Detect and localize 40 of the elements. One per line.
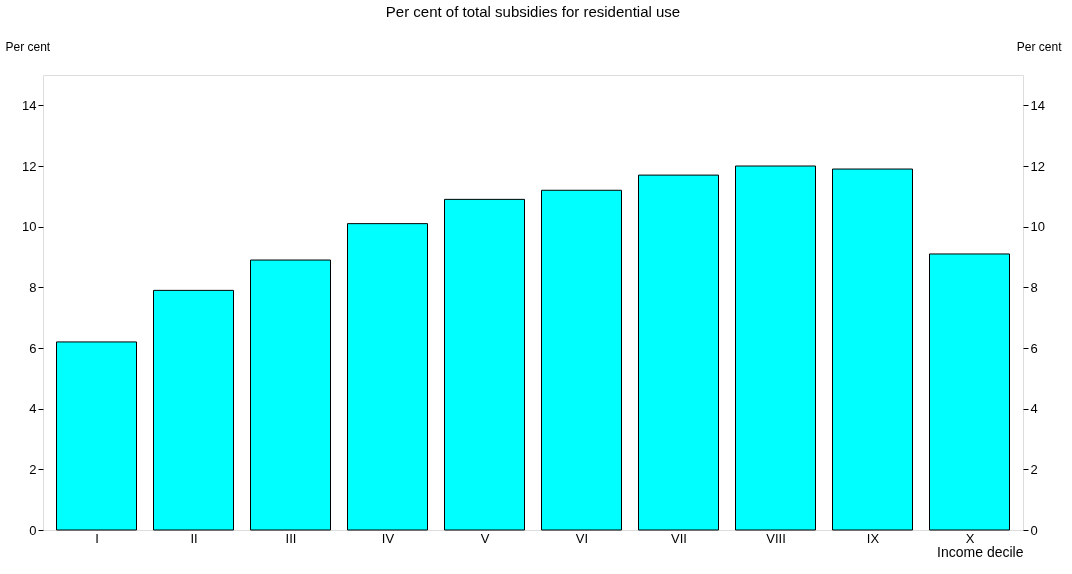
y-tick-label: 14 [22,97,37,113]
y-tick-label: 6 [29,340,37,356]
y-tick-label: 4 [29,401,37,417]
bar [832,168,913,531]
x-tick-label: II [190,530,198,546]
bar [347,223,428,531]
x-tick-label: VII [671,530,687,546]
x-tick-label: IV [381,530,395,546]
bar [153,289,234,531]
x-tick-label: VI [575,530,589,546]
bar [541,189,622,531]
x-tick-label: VIII [766,530,786,546]
bar [56,341,137,531]
y2-tick-label: 8 [1030,279,1038,295]
y2-tick-label: 14 [1030,97,1045,113]
x-tick-label: X [965,530,975,546]
x-tick-label: V [480,530,490,546]
bar [638,174,719,531]
y-axis-title: Per cent [5,39,51,54]
y2-axis-title: Per cent [1016,39,1063,54]
x-tick-label: III [285,530,297,546]
y-tick-label: 0 [29,522,37,538]
y2-tick-label: 10 [1030,219,1045,235]
y-tick-label: 8 [29,279,37,295]
bar [250,259,331,531]
bar [735,165,816,531]
bar [929,253,1010,531]
y2-tick-label: 6 [1030,340,1038,356]
y2-tick-label: 12 [1030,158,1045,174]
x-tick-label: I [95,530,99,546]
y2-tick-label: 0 [1030,522,1038,538]
y2-tick-label: 2 [1030,461,1038,477]
x-axis-title: Income decile [937,543,1024,560]
y-tick-label: 2 [29,461,37,477]
x-tick-label: IX [866,530,880,546]
bar [444,198,525,531]
y-tick-label: 12 [22,158,37,174]
y2-tick-label: 4 [1030,401,1038,417]
chart-title: Per cent of total subsidies for residential use [385,3,681,20]
y-tick-label: 10 [22,219,37,235]
